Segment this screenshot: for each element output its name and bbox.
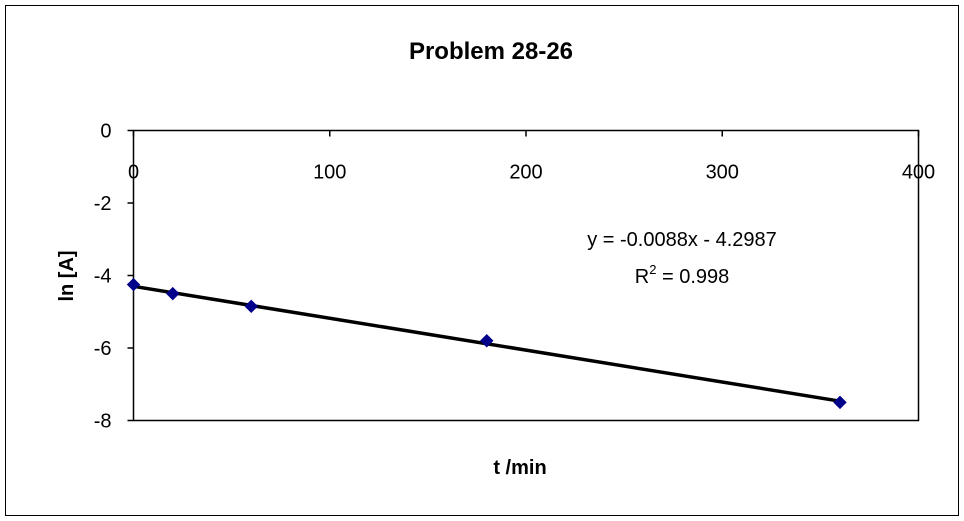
x-tick-label: 300 bbox=[706, 162, 739, 184]
y-tick-label: -4 bbox=[94, 266, 112, 288]
data-point bbox=[833, 395, 847, 410]
data-point bbox=[166, 286, 180, 301]
data-point bbox=[480, 334, 494, 348]
r-squared-value: = 0.998 bbox=[656, 266, 729, 288]
data-point bbox=[244, 299, 258, 314]
x-tick-label: 400 bbox=[902, 162, 935, 184]
y-tick-label: -2 bbox=[94, 193, 112, 215]
y-tick-label: -6 bbox=[94, 338, 112, 360]
r-squared-symbol: R bbox=[635, 266, 649, 288]
plot-marks bbox=[126, 277, 847, 410]
y-tick-label: 0 bbox=[100, 121, 111, 143]
y-tick-label: -8 bbox=[94, 411, 112, 433]
r-squared-label: R2 = 0.998 bbox=[635, 262, 730, 288]
trendline-equation: y = -0.0088x - 4.2987 bbox=[587, 229, 777, 251]
y-axis-title: ln [A] bbox=[56, 250, 78, 301]
data-point bbox=[126, 277, 141, 292]
x-tick-label: 200 bbox=[509, 162, 542, 184]
x-axis-title: t /min bbox=[493, 457, 546, 479]
r-squared-exponent: 2 bbox=[649, 262, 656, 277]
x-tick-label: 100 bbox=[313, 162, 346, 184]
plot-area bbox=[132, 129, 920, 422]
x-tick-label: 0 bbox=[128, 162, 139, 184]
x-axis: 0 100 200 300 400 bbox=[128, 130, 935, 184]
y-axis: 0 -2 -4 -6 -8 bbox=[94, 121, 134, 433]
chart-title: Problem 28-26 bbox=[409, 38, 573, 65]
